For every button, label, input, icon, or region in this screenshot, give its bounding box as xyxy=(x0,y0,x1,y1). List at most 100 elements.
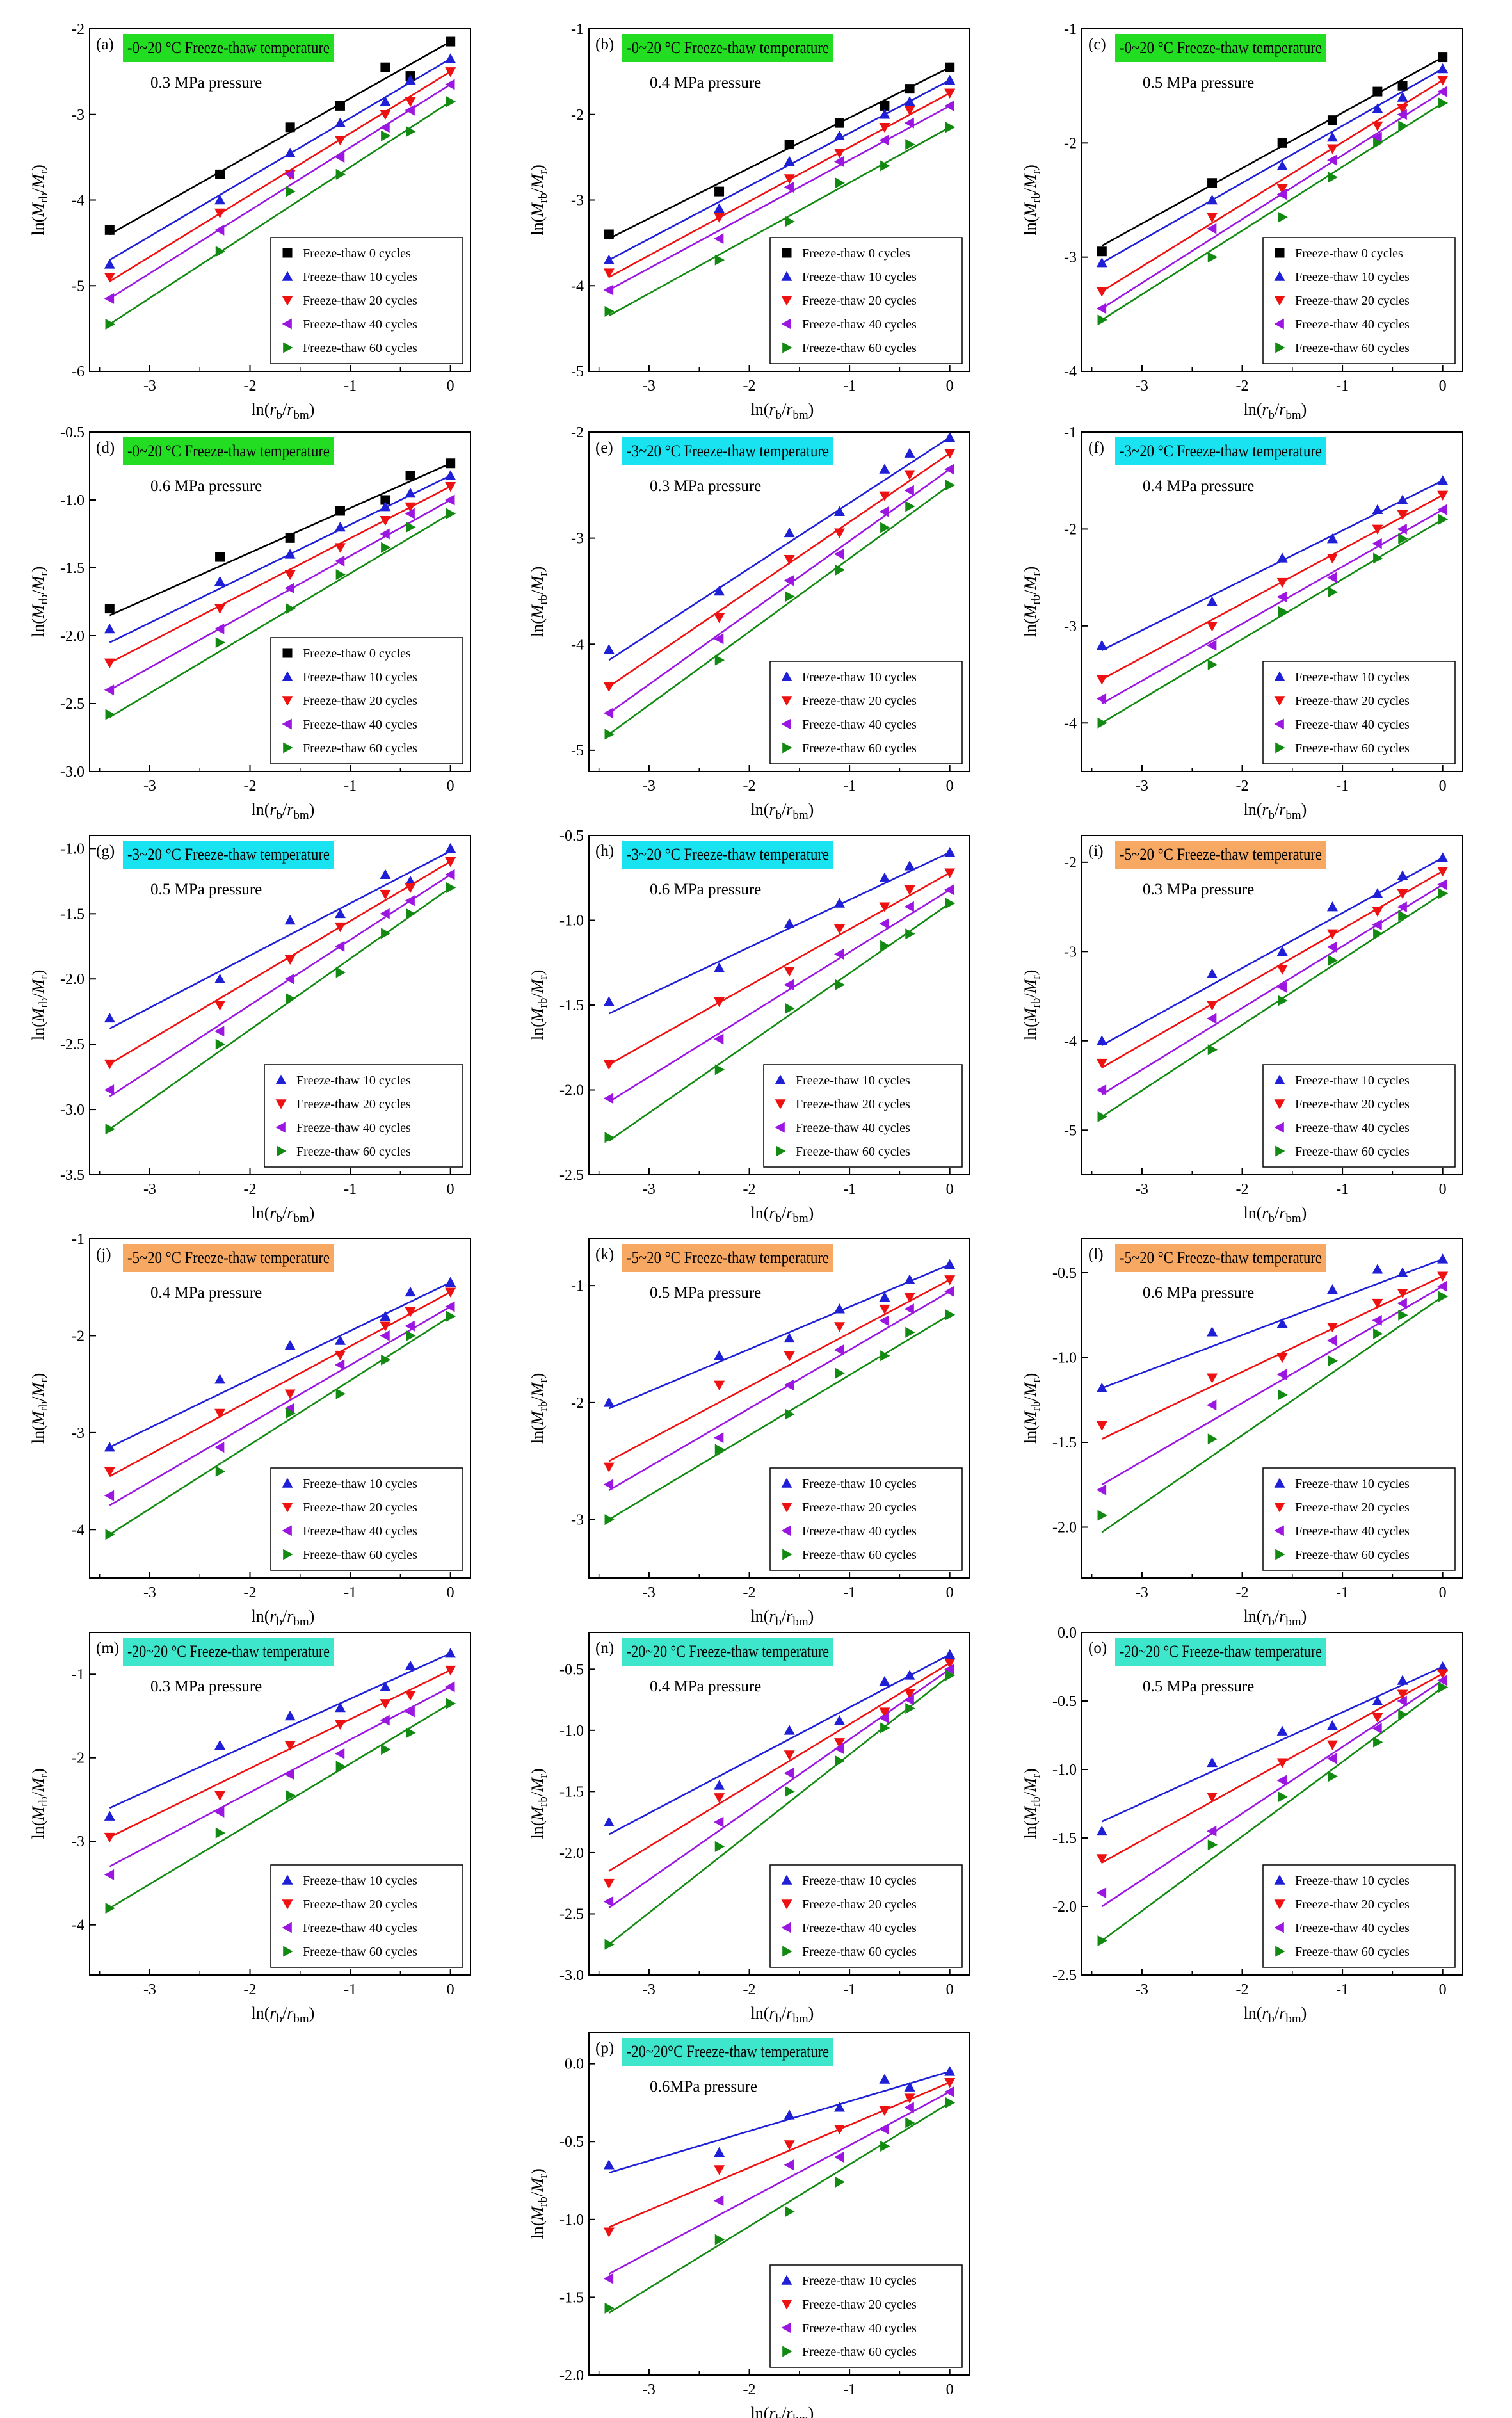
legend: Freeze-thaw 0 cycles Freeze-thaw 10 cycle… xyxy=(270,237,463,364)
data-point-freeze-thaw-40-cycles xyxy=(1372,1314,1382,1326)
fit-line-freeze-thaw-60-cycles xyxy=(109,887,451,1130)
pressure-label: 0.3 MPa pressure xyxy=(150,74,262,92)
fit-line-freeze-thaw-10-cycles xyxy=(109,1281,451,1448)
legend-marker-freeze-thaw-20-cycles xyxy=(282,696,293,706)
data-point-freeze-thaw-20-cycles xyxy=(214,1791,226,1801)
fit-line-freeze-thaw-40-cycles xyxy=(608,1668,951,1908)
data-point-freeze-thaw-10-cycles xyxy=(284,915,296,925)
data-point-freeze-thaw-40-cycles xyxy=(284,583,294,594)
data-point-freeze-thaw-40-cycles xyxy=(1276,981,1287,993)
data-point-freeze-thaw-10-cycles xyxy=(445,53,456,63)
data-point-freeze-thaw-10-cycles xyxy=(603,254,615,264)
legend-label: Freeze-thaw 20 cycles xyxy=(1295,694,1410,708)
data-point-freeze-thaw-0-cycles xyxy=(1277,138,1287,148)
data-point-freeze-thaw-10-cycles xyxy=(445,842,456,853)
data-point-freeze-thaw-60-cycles xyxy=(105,318,115,330)
plot-frame xyxy=(1081,835,1463,1175)
x-tick-label: -3 xyxy=(143,778,156,794)
data-point-freeze-thaw-40-cycles xyxy=(1207,1013,1217,1024)
legend-marker-freeze-thaw-20-cycles xyxy=(1274,1899,1285,1910)
data-point-freeze-thaw-40-cycles xyxy=(603,1896,614,1907)
data-point-freeze-thaw-0-cycles xyxy=(880,101,890,111)
y-tick-label: -5 xyxy=(571,364,584,380)
data-point-freeze-thaw-40-cycles xyxy=(1207,223,1217,234)
legend-marker-freeze-thaw-20-cycles xyxy=(781,296,792,306)
y-tick-label: -2 xyxy=(571,107,584,124)
fit-line-freeze-thaw-60-cycles xyxy=(608,1674,951,1946)
y-tick-label: -4 xyxy=(1064,1033,1077,1050)
y-tick-label: -3.0 xyxy=(60,764,84,780)
legend: Freeze-thaw 10 cycles Freeze-thaw 20 cycl… xyxy=(769,1864,963,1968)
data-point-freeze-thaw-20-cycles xyxy=(1207,213,1218,223)
legend-marker-freeze-thaw-60-cycles xyxy=(283,1946,293,1957)
legend-label: Freeze-thaw 20 cycles xyxy=(303,1501,417,1515)
y-tick-label: -4 xyxy=(72,193,84,209)
legend-label: Freeze-thaw 60 cycles xyxy=(796,1145,910,1159)
data-point-freeze-thaw-60-cycles xyxy=(446,1310,456,1322)
plot-frame xyxy=(1081,1632,1463,1976)
x-tick-label: -2 xyxy=(1236,1181,1249,1198)
y-tick-label: -1.5 xyxy=(60,560,84,577)
data-point-freeze-thaw-60-cycles xyxy=(604,2302,615,2314)
data-point-freeze-thaw-0-cycles xyxy=(1327,115,1337,125)
fit-line-freeze-thaw-20-cycles xyxy=(608,2081,951,2229)
data-point-freeze-thaw-40-cycles xyxy=(833,949,844,960)
x-tick-label: -1 xyxy=(843,2382,856,2398)
legend-marker-freeze-thaw-10-cycles xyxy=(1274,1478,1285,1488)
x-tick-label: -2 xyxy=(743,1584,756,1601)
data-point-freeze-thaw-40-cycles xyxy=(714,233,724,245)
legend-label: Freeze-thaw 40 cycles xyxy=(796,1121,910,1135)
legend: Freeze-thaw 10 cycles Freeze-thaw 20 cycl… xyxy=(1262,1064,1456,1168)
data-point-freeze-thaw-60-cycles xyxy=(1438,1682,1449,1693)
temperature-label: -5~20 °C Freeze-thaw temperature xyxy=(627,1248,829,1267)
data-point-freeze-thaw-10-cycles xyxy=(214,973,226,984)
data-point-freeze-thaw-60-cycles xyxy=(785,1408,795,1420)
x-tick-label: -3 xyxy=(143,1181,156,1198)
data-point-freeze-thaw-20-cycles xyxy=(1326,554,1338,564)
y-tick-label: -2 xyxy=(72,1328,84,1344)
data-point-freeze-thaw-60-cycles xyxy=(714,1444,725,1455)
legend-label: Freeze-thaw 60 cycles xyxy=(1295,1945,1410,1959)
y-tick-label: -4 xyxy=(1064,364,1077,380)
panel-letter: (e) xyxy=(595,439,613,456)
y-tick-label: -2.0 xyxy=(559,2367,584,2384)
data-point-freeze-thaw-60-cycles xyxy=(880,160,890,172)
legend-label: Freeze-thaw 20 cycles xyxy=(1295,1097,1410,1111)
data-point-freeze-thaw-60-cycles xyxy=(1097,314,1107,326)
data-point-freeze-thaw-20-cycles xyxy=(1276,577,1288,588)
data-point-freeze-thaw-20-cycles xyxy=(214,208,226,219)
fit-line-freeze-thaw-60-cycles xyxy=(1101,1686,1444,1942)
data-point-freeze-thaw-20-cycles xyxy=(1437,1669,1449,1679)
legend-label: Freeze-thaw 20 cycles xyxy=(802,1898,917,1912)
data-point-freeze-thaw-40-cycles xyxy=(104,1084,115,1095)
fit-line-freeze-thaw-10-cycles xyxy=(109,1652,451,1809)
legend-label: Freeze-thaw 10 cycles xyxy=(303,270,417,284)
data-point-freeze-thaw-40-cycles xyxy=(944,463,954,475)
panel-letter: (l) xyxy=(1088,1246,1104,1263)
x-tick-label: -3 xyxy=(1136,778,1148,794)
x-tick-label: -3 xyxy=(643,1181,655,1198)
y-tick-label: -2.0 xyxy=(60,971,84,988)
data-point-freeze-thaw-40-cycles xyxy=(284,973,294,985)
fit-line-freeze-thaw-60-cycles xyxy=(608,2102,951,2314)
data-point-freeze-thaw-10-cycles xyxy=(1276,1725,1288,1736)
data-point-freeze-thaw-20-cycles xyxy=(334,922,346,933)
data-point-freeze-thaw-20-cycles xyxy=(1437,866,1449,877)
data-point-freeze-thaw-20-cycles xyxy=(1397,1689,1408,1700)
data-point-freeze-thaw-40-cycles xyxy=(784,979,794,990)
legend-box xyxy=(1262,237,1456,364)
y-tick-label: -0.5 xyxy=(60,424,84,441)
legend-label: Freeze-thaw 40 cycles xyxy=(1295,1524,1410,1538)
y-tick-label: -4 xyxy=(1064,715,1077,732)
x-tick-label: -3 xyxy=(643,378,655,394)
y-tick-label: -2 xyxy=(571,424,584,441)
data-point-freeze-thaw-60-cycles xyxy=(1278,995,1288,1006)
fit-line-freeze-thaw-20-cycles xyxy=(608,1662,951,1872)
data-point-freeze-thaw-60-cycles xyxy=(1278,1389,1288,1401)
legend-label: Freeze-thaw 20 cycles xyxy=(796,1097,910,1111)
y-tick-label: -4 xyxy=(571,636,584,653)
y-axis-label: ln(Mrb/Mr) xyxy=(29,970,51,1040)
data-point-freeze-thaw-40-cycles xyxy=(944,884,954,896)
panel-letter: (k) xyxy=(595,1246,614,1263)
data-point-freeze-thaw-10-cycles xyxy=(380,96,391,106)
